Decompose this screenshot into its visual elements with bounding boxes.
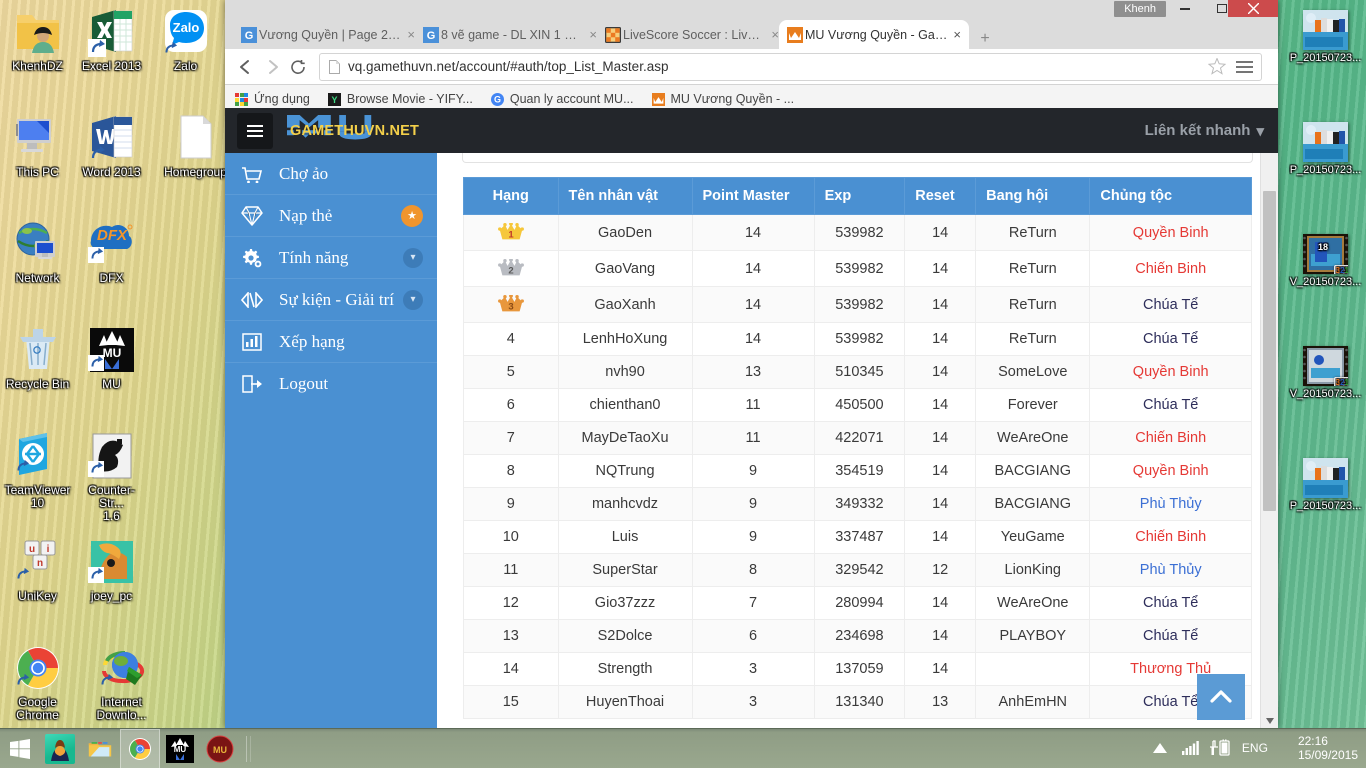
svg-text:3: 3 [508, 302, 513, 313]
svg-text:G: G [427, 30, 436, 42]
svg-text:u: u [28, 544, 34, 555]
svg-text:18: 18 [1318, 242, 1328, 252]
svg-text:G: G [245, 30, 254, 42]
svg-text:MU: MU [102, 346, 121, 360]
svg-text:2: 2 [508, 266, 513, 277]
svg-text:Zalo: Zalo [172, 20, 199, 35]
svg-text:Y: Y [331, 95, 337, 105]
svg-text:i: i [46, 544, 49, 555]
svg-text:MU: MU [213, 745, 227, 755]
svg-text:DFX: DFX [97, 227, 128, 244]
svg-text:n: n [36, 558, 42, 569]
svg-text:MU: MU [174, 745, 187, 754]
svg-text:1: 1 [508, 230, 514, 241]
svg-text:G: G [494, 94, 501, 104]
